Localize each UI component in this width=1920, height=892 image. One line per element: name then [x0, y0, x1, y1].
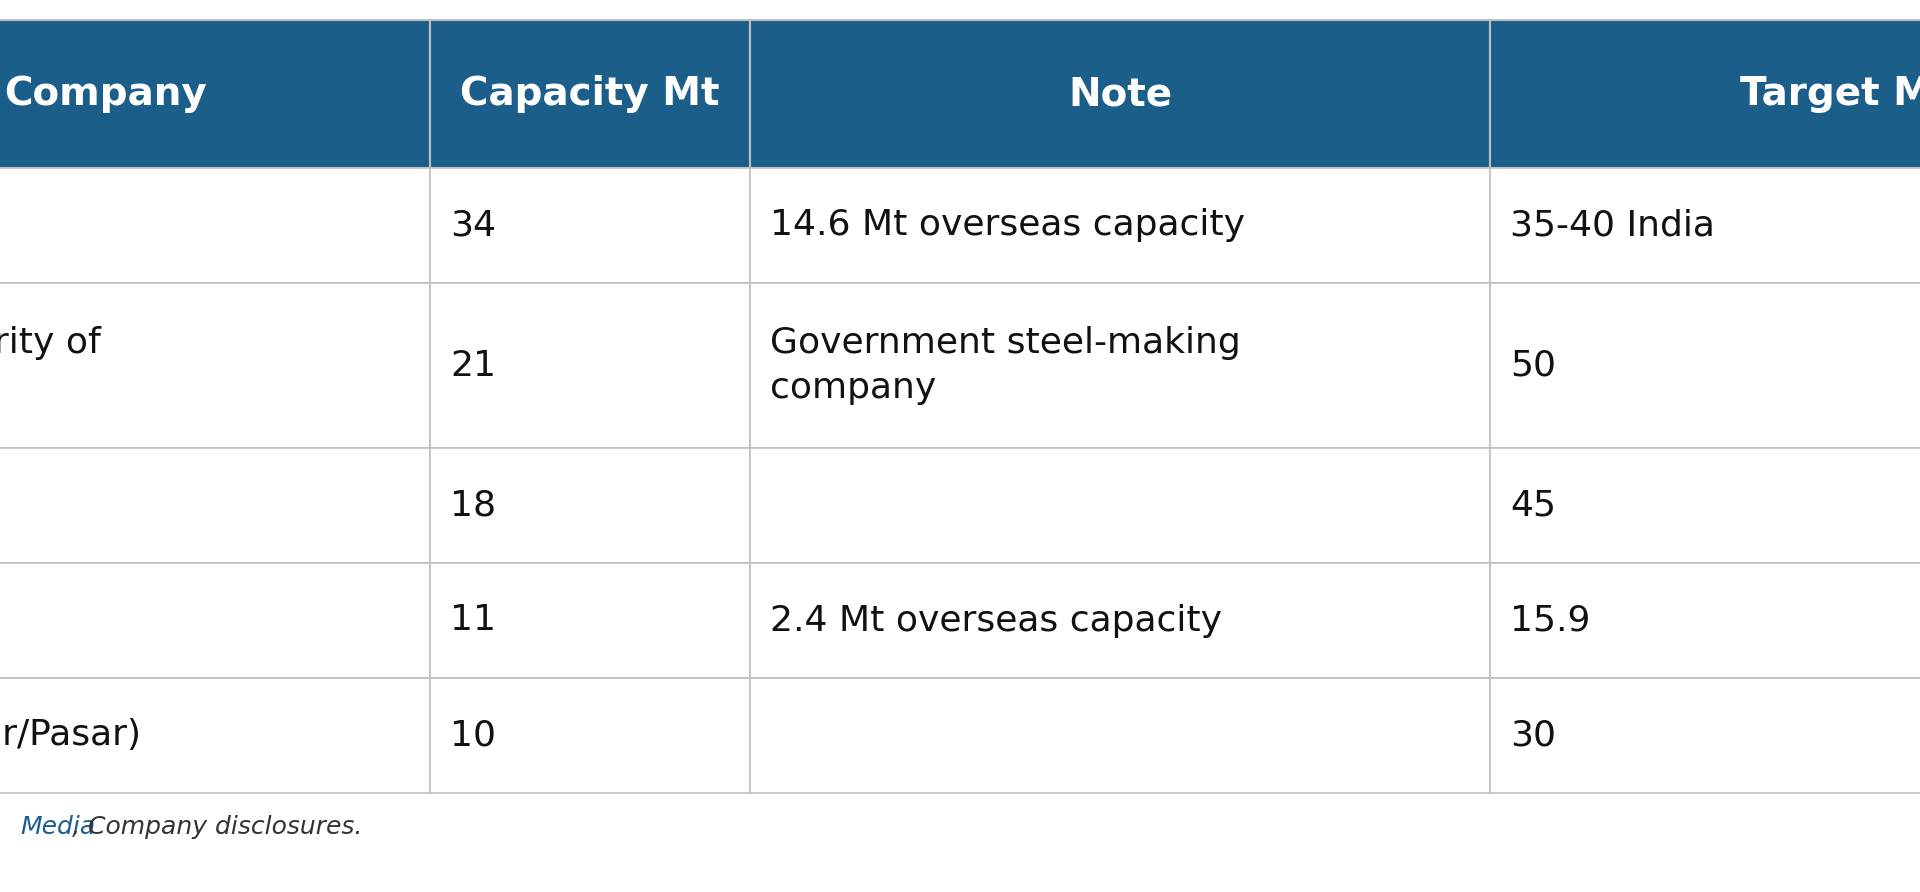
Text: 10: 10 — [449, 718, 495, 753]
Text: Note: Note — [1068, 75, 1171, 113]
Text: JSPL (Raipur/Pasar): JSPL (Raipur/Pasar) — [0, 718, 142, 753]
Text: Company: Company — [4, 75, 205, 113]
Text: 35-40 India: 35-40 India — [1509, 209, 1715, 243]
Bar — [430, 20, 751, 168]
Bar — [0, 20, 430, 168]
Text: 18: 18 — [449, 489, 495, 523]
Bar — [1490, 20, 1920, 168]
Text: Media: Media — [19, 815, 96, 839]
Text: 50: 50 — [1509, 349, 1555, 383]
Text: 45: 45 — [1509, 489, 1555, 523]
Bar — [1490, 168, 1920, 283]
Bar — [751, 678, 1490, 793]
Bar — [430, 448, 751, 563]
Text: 30: 30 — [1509, 718, 1555, 753]
Bar — [1490, 678, 1920, 793]
Bar — [430, 283, 751, 448]
Bar — [751, 283, 1490, 448]
Text: Capacity Mt: Capacity Mt — [461, 75, 720, 113]
Text: 15.9: 15.9 — [1509, 604, 1590, 638]
Text: 14.6 Mt overseas capacity: 14.6 Mt overseas capacity — [770, 209, 1244, 243]
Bar — [430, 563, 751, 678]
Bar — [0, 448, 430, 563]
Bar — [0, 168, 430, 283]
Text: , Company disclosures.: , Company disclosures. — [73, 815, 363, 839]
Text: 21: 21 — [449, 349, 495, 383]
Bar — [0, 283, 430, 448]
Bar — [0, 563, 430, 678]
Bar — [430, 168, 751, 283]
Bar — [0, 678, 430, 793]
Bar — [1490, 448, 1920, 563]
Text: 34: 34 — [449, 209, 495, 243]
Text: 11: 11 — [449, 604, 495, 638]
Bar — [751, 20, 1490, 168]
Bar — [430, 678, 751, 793]
Bar — [751, 168, 1490, 283]
Bar — [1490, 563, 1920, 678]
Bar — [751, 448, 1490, 563]
Bar — [751, 563, 1490, 678]
Bar — [1490, 283, 1920, 448]
Text: Target Mt: Target Mt — [1740, 75, 1920, 113]
Text: 2.4 Mt overseas capacity: 2.4 Mt overseas capacity — [770, 604, 1221, 638]
Text: Government steel-making
company: Government steel-making company — [770, 326, 1240, 405]
Text: SAIL (majority of
Govt.): SAIL (majority of Govt.) — [0, 326, 100, 405]
